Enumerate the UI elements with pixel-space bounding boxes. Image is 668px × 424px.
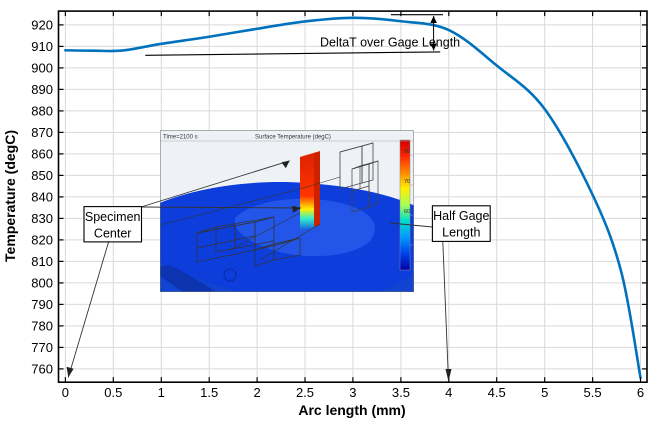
svg-text:3.5: 3.5 [392, 385, 410, 400]
svg-text:770: 770 [31, 340, 53, 355]
svg-text:Center: Center [94, 227, 132, 241]
svg-text:820: 820 [31, 232, 53, 247]
svg-text:910: 910 [31, 39, 53, 54]
svg-text:0: 0 [62, 385, 69, 400]
svg-text:1.5: 1.5 [200, 385, 218, 400]
svg-text:Half Gage: Half Gage [433, 209, 489, 223]
svg-text:760: 760 [31, 361, 53, 376]
svg-text:5.5: 5.5 [584, 385, 602, 400]
svg-text:3: 3 [349, 385, 356, 400]
svg-text:0.5: 0.5 [104, 385, 122, 400]
svg-text:780: 780 [31, 318, 53, 333]
svg-text:Time=2100 s: Time=2100 s [163, 135, 198, 141]
svg-text:70: 70 [404, 179, 410, 185]
svg-text:900: 900 [31, 60, 53, 75]
svg-text:80: 80 [404, 149, 410, 155]
svg-text:920: 920 [31, 18, 53, 33]
svg-text:890: 890 [31, 82, 53, 97]
svg-text:2.5: 2.5 [296, 385, 314, 400]
svg-text:870: 870 [31, 125, 53, 140]
svg-text:DeltaT over Gage Length: DeltaT over Gage Length [320, 36, 460, 50]
svg-text:840: 840 [31, 189, 53, 204]
svg-text:Length: Length [442, 226, 480, 240]
svg-text:4.5: 4.5 [488, 385, 506, 400]
svg-text:2: 2 [253, 385, 260, 400]
svg-text:5: 5 [541, 385, 548, 400]
svg-text:60: 60 [404, 209, 410, 215]
svg-text:880: 880 [31, 103, 53, 118]
svg-text:800: 800 [31, 275, 53, 290]
svg-text:6: 6 [637, 385, 644, 400]
svg-text:790: 790 [31, 297, 53, 312]
svg-text:830: 830 [31, 211, 53, 226]
svg-text:Temperature (degC): Temperature (degC) [2, 130, 18, 262]
svg-text:810: 810 [31, 254, 53, 269]
svg-text:4: 4 [445, 385, 452, 400]
svg-text:850: 850 [31, 168, 53, 183]
svg-text:Specimen: Specimen [85, 210, 141, 224]
svg-text:Surface Temperature (degC): Surface Temperature (degC) [255, 135, 331, 141]
svg-text:Arc length (mm): Arc length (mm) [298, 402, 405, 418]
svg-text:860: 860 [31, 146, 53, 161]
svg-text:1: 1 [158, 385, 165, 400]
